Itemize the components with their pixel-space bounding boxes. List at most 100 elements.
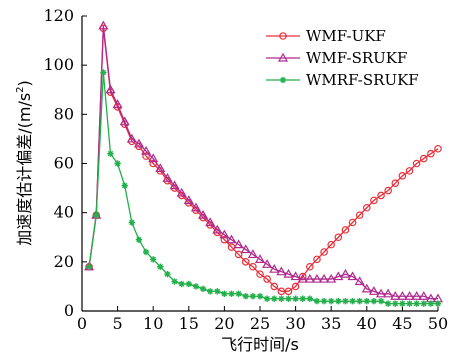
data-point bbox=[299, 295, 306, 302]
data-point bbox=[220, 235, 229, 244]
data-point bbox=[155, 163, 166, 173]
data-point bbox=[349, 297, 356, 305]
data-point bbox=[342, 297, 349, 305]
data-point bbox=[304, 273, 315, 283]
data-point bbox=[313, 297, 321, 305]
x-tick-label: 40 bbox=[357, 314, 377, 333]
data-point bbox=[269, 263, 280, 273]
data-point bbox=[150, 256, 157, 263]
x-tick-label: 10 bbox=[143, 314, 163, 333]
data-point bbox=[298, 272, 307, 281]
data-point bbox=[370, 297, 378, 305]
data-point bbox=[214, 288, 221, 295]
data-point bbox=[313, 255, 321, 264]
data-point bbox=[206, 288, 214, 295]
data-point bbox=[341, 226, 350, 234]
data-point bbox=[306, 295, 314, 302]
y-axis-title-group: 加速度估计偏差/(m/s2) bbox=[15, 80, 34, 246]
data-point bbox=[93, 211, 100, 219]
data-point bbox=[326, 273, 337, 283]
data-point bbox=[405, 167, 414, 175]
data-point bbox=[235, 290, 242, 297]
x-tick-label: 25 bbox=[250, 314, 270, 333]
data-point bbox=[420, 300, 427, 307]
data-point bbox=[384, 186, 392, 195]
y-axis-title-sup: 2 bbox=[15, 86, 26, 92]
data-point bbox=[148, 153, 159, 163]
legend-label: WMF-UKF bbox=[306, 27, 386, 45]
data-point bbox=[306, 262, 314, 271]
data-point bbox=[276, 266, 287, 276]
data-point bbox=[249, 293, 257, 300]
legend: WMF-UKF WMF-SRUKF WMRF-SRUKF bbox=[266, 27, 419, 89]
data-point bbox=[368, 286, 379, 295]
data-point bbox=[135, 236, 143, 243]
data-point bbox=[240, 244, 251, 254]
data-point bbox=[277, 287, 286, 296]
data-point bbox=[320, 297, 328, 305]
data-point bbox=[226, 234, 237, 244]
x-axis-title: 飞行时间/s bbox=[221, 335, 299, 354]
data-point bbox=[162, 173, 173, 182]
data-point bbox=[404, 291, 415, 300]
x-tick-label: 5 bbox=[113, 314, 123, 333]
data-point bbox=[256, 270, 264, 278]
data-point bbox=[192, 283, 200, 290]
data-point bbox=[121, 182, 128, 189]
data-point bbox=[247, 249, 258, 259]
y-axis-title-main: 加速度估计偏差/(m/s bbox=[15, 93, 34, 246]
data-point bbox=[221, 290, 228, 297]
data-point bbox=[377, 297, 385, 305]
data-point bbox=[105, 84, 116, 94]
data-point bbox=[361, 283, 372, 293]
series-line bbox=[88, 28, 439, 292]
data-point bbox=[320, 248, 328, 256]
data-point bbox=[198, 209, 209, 219]
data-point bbox=[390, 291, 401, 300]
series-wmf-srukf bbox=[84, 20, 444, 303]
x-axis-ticks: 0 5 10 15 20 25 30 35 40 45 50 bbox=[77, 306, 448, 333]
data-point bbox=[234, 250, 243, 259]
data-point bbox=[190, 202, 201, 212]
x-tick-label: 35 bbox=[321, 314, 341, 333]
y-tick-label: 100 bbox=[43, 55, 74, 74]
data-point bbox=[100, 69, 107, 76]
data-point bbox=[219, 229, 230, 239]
y-axis-title: 加速度估计偏差/(m/s2) bbox=[15, 80, 34, 246]
data-point bbox=[362, 203, 371, 212]
legend-label: WMF-SRUKF bbox=[306, 49, 407, 67]
data-point bbox=[292, 295, 299, 302]
data-point bbox=[340, 268, 351, 278]
data-point bbox=[335, 297, 342, 305]
data-point bbox=[412, 159, 421, 168]
data-point bbox=[141, 145, 152, 155]
data-point bbox=[333, 271, 344, 281]
data-point bbox=[128, 219, 136, 226]
data-point bbox=[383, 288, 394, 298]
data-point bbox=[399, 300, 406, 307]
legend-item: WMRF-SRUKF bbox=[266, 71, 419, 89]
legend-swatch-marker bbox=[277, 52, 289, 62]
data-point bbox=[262, 259, 273, 268]
y-axis-title-tail: ) bbox=[15, 80, 34, 86]
data-point bbox=[355, 211, 364, 219]
data-point bbox=[271, 295, 278, 302]
data-point bbox=[328, 297, 335, 305]
x-tick-label: 45 bbox=[392, 314, 412, 333]
x-tick-label: 0 bbox=[77, 314, 87, 333]
data-point bbox=[241, 258, 250, 266]
data-point bbox=[334, 233, 343, 242]
data-point bbox=[199, 285, 207, 293]
data-point bbox=[419, 154, 428, 163]
data-point bbox=[356, 297, 363, 305]
data-point bbox=[183, 195, 194, 204]
y-axis-ticks: 0 20 40 60 80 100 120 bbox=[43, 6, 87, 320]
y-tick-label: 120 bbox=[43, 6, 74, 25]
data-point bbox=[278, 295, 285, 302]
data-point bbox=[263, 295, 271, 302]
data-point bbox=[176, 187, 187, 197]
y-tick-label: 80 bbox=[54, 104, 74, 123]
data-point bbox=[392, 300, 399, 307]
